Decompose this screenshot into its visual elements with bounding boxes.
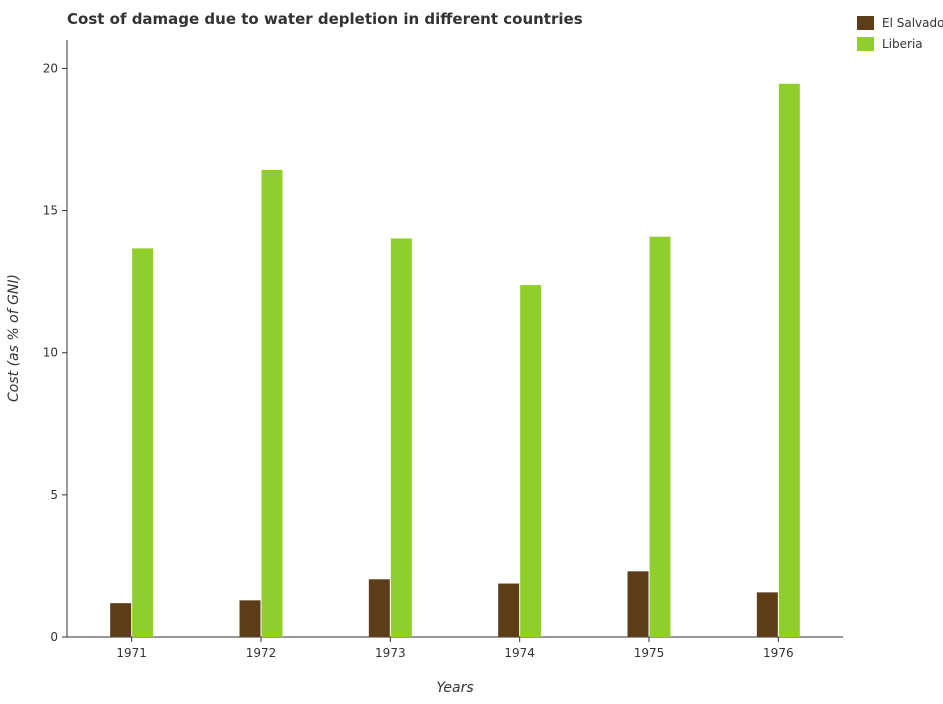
legend-swatch-el-salvador <box>857 16 874 30</box>
y-tick-label: 20 <box>43 61 58 75</box>
x-axis-title: Years <box>436 680 473 696</box>
bar-el-salvador-1976 <box>756 592 778 637</box>
x-tick-label: 1973 <box>375 646 406 660</box>
legend-label-el-salvador: El Salvador <box>882 16 943 30</box>
bar-liberia-1973 <box>390 238 412 637</box>
bar-el-salvador-1971 <box>110 603 132 637</box>
bars <box>110 83 800 638</box>
x-tick-label: 1976 <box>763 646 794 660</box>
bar-el-salvador-1973 <box>368 579 390 637</box>
chart-title: Cost of damage due to water depletion in… <box>67 10 583 28</box>
y-tick-label: 15 <box>43 204 58 218</box>
x-ticks: 1971 1972 1973 1974 1975 1976 <box>116 637 794 660</box>
y-tick-label: 10 <box>43 346 58 360</box>
bar-liberia-1976 <box>778 83 800 637</box>
bar-el-salvador-1974 <box>498 583 520 637</box>
legend-label-liberia: Liberia <box>882 37 923 51</box>
x-tick-label: 1974 <box>504 646 535 660</box>
y-tick-label: 5 <box>50 488 58 502</box>
x-tick-label: 1971 <box>116 646 147 660</box>
legend-swatch-liberia <box>857 37 874 51</box>
x-tick-label: 1975 <box>634 646 665 660</box>
bar-liberia-1975 <box>649 236 671 637</box>
plot-area: 0 5 10 15 20 1971 1972 1973 1974 1975 1976 <box>43 40 843 660</box>
bar-el-salvador-1975 <box>627 571 649 637</box>
bar-el-salvador-1972 <box>239 600 261 637</box>
x-tick-label: 1972 <box>246 646 277 660</box>
bar-liberia-1971 <box>132 248 154 638</box>
bar-liberia-1972 <box>261 169 283 637</box>
y-tick-label: 0 <box>50 630 58 644</box>
y-ticks: 0 5 10 15 20 <box>43 61 67 644</box>
bar-liberia-1974 <box>520 285 542 637</box>
legend: El Salvador Liberia <box>857 16 943 51</box>
y-axis-title: Cost (as % of GNI) <box>6 274 22 402</box>
